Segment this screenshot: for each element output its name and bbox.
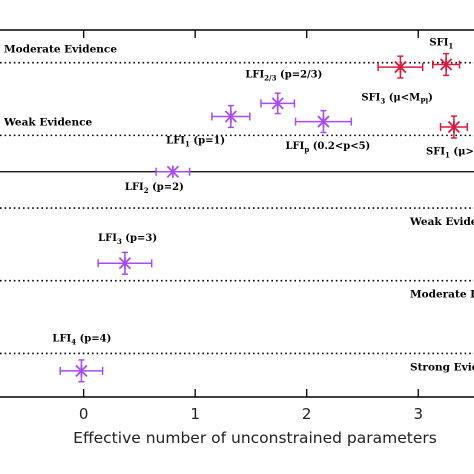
point-label: LFIp (0.2<p<5) [286, 141, 371, 154]
x-tick-label: 2 [302, 405, 312, 423]
asterisk-marker [75, 364, 88, 377]
point-label: SFI3 (μ<MPl) [361, 92, 433, 105]
asterisk-marker [439, 58, 453, 71]
data-points: LFI1 (p=1) LFI2/3 (p=2/3) LFIp (0.2<p<5) LF… [52, 38, 474, 383]
asterisk-marker [271, 97, 284, 110]
x-tick-label: 1 [190, 405, 200, 423]
asterisk-marker [118, 257, 132, 270]
data-point: LFI1 (p=1) [166, 104, 251, 149]
data-point: LFI2 (p=2) [125, 165, 191, 195]
evidence-band-label: Weak Evide [409, 216, 474, 228]
x-tick-label: 3 [413, 405, 423, 423]
asterisk-marker [317, 115, 330, 128]
axes: 0 1 2 3 [0, 29, 474, 423]
evidence-band-label: Moderate E [410, 289, 474, 301]
data-point: LFI2/3 (p=2/3) [245, 70, 322, 115]
data-point: SFI1 (μ> [426, 115, 474, 160]
data-point: SFI1 [429, 38, 461, 77]
point-label: LFI4 (p=4) [52, 333, 111, 346]
evidence-band-label: Moderate Evidence [4, 44, 117, 56]
asterisk-marker [166, 165, 180, 178]
point-label: LFI3 (p=3) [98, 233, 157, 246]
point-label: LFI1 (p=1) [166, 136, 225, 149]
data-point: LFIp (0.2<p<5) [286, 109, 371, 154]
data-point: LFI4 (p=4) [52, 333, 111, 383]
point-label: LFI2 (p=2) [125, 182, 184, 195]
evidence-band-label: Weak Evidence [3, 116, 92, 128]
data-point: SFI3 (μ<MPl) [361, 55, 433, 105]
x-tick-label: 0 [79, 405, 89, 423]
data-point: LFI3 (p=3) [97, 233, 157, 275]
asterisk-marker [224, 110, 238, 123]
asterisk-marker [394, 60, 407, 74]
asterisk-marker [447, 120, 461, 134]
point-label: SFI1 (μ> [426, 147, 474, 160]
x-axis-label: Effective number of unconstrained parame… [73, 429, 437, 447]
reference-lines [0, 61, 474, 355]
evidence-band-label: Strong Evid [410, 361, 474, 373]
point-label: SFI1 [429, 38, 453, 51]
evidence-band-labels: Moderate Evidence Weak Evidence Weak Evide… [3, 44, 474, 374]
point-label: LFI2/3 (p=2/3) [245, 70, 322, 83]
